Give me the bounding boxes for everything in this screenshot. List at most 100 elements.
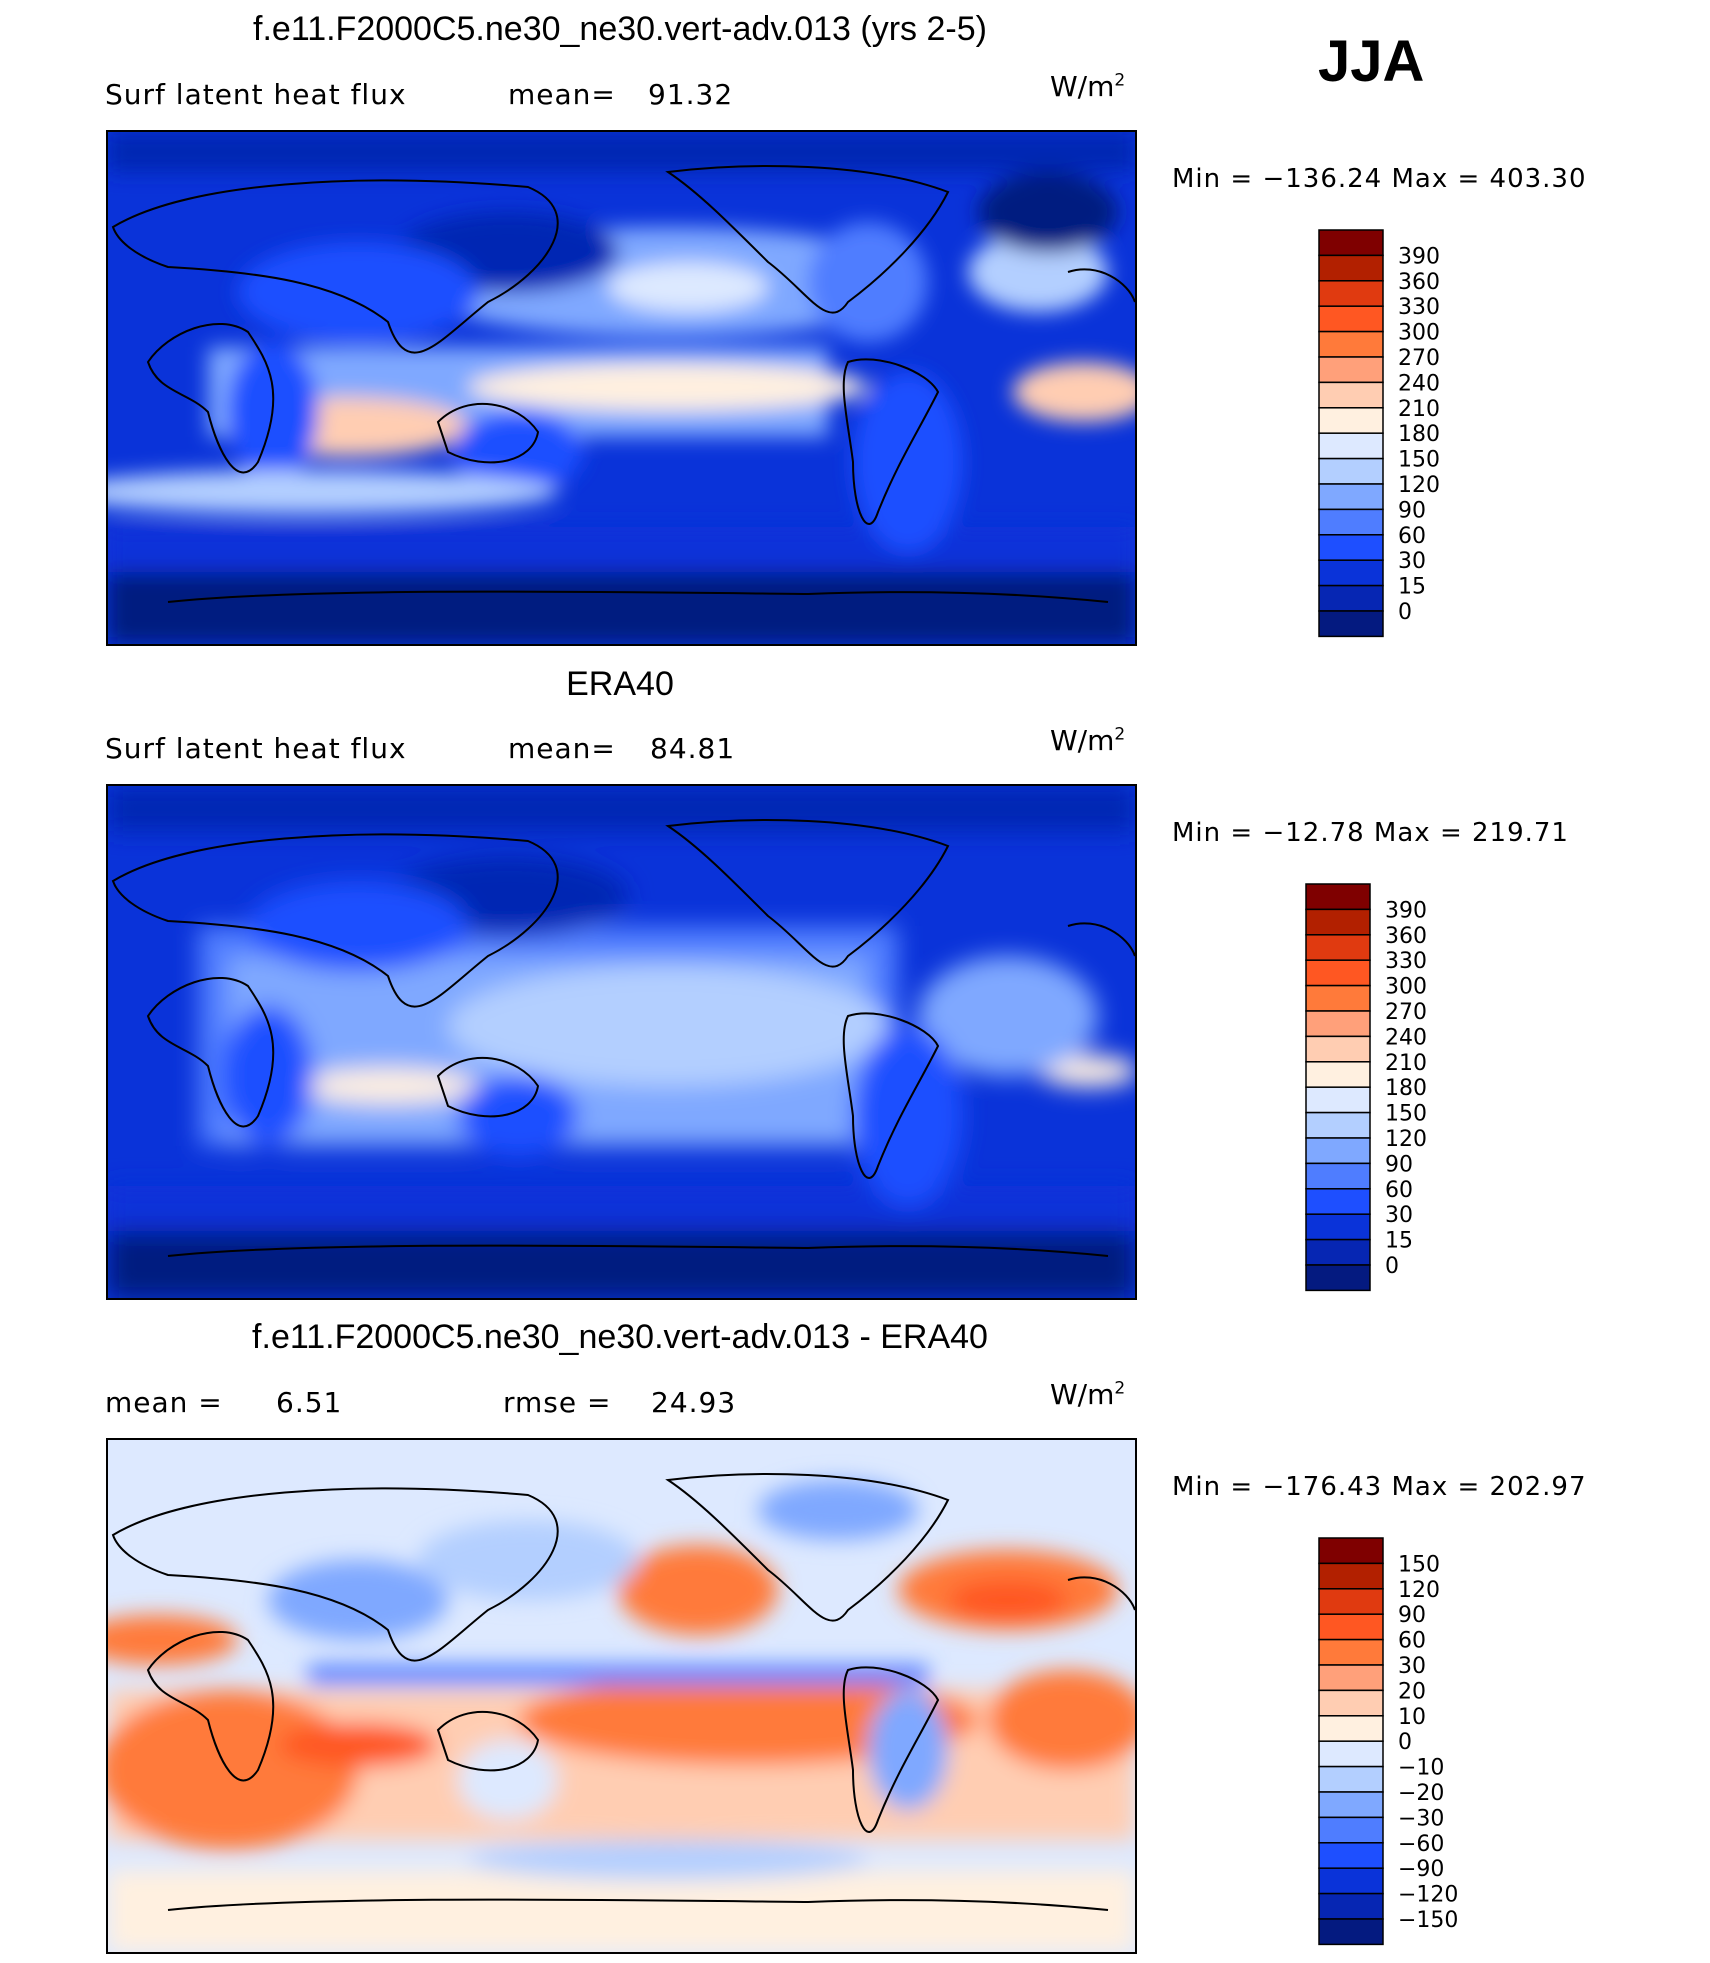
panel2-colorbar-box (1305, 934, 1371, 961)
panel1-mean-label: mean= (508, 78, 616, 111)
panel1-colorbar-box (1318, 610, 1384, 638)
panel2-colorbar: 390 360 330 300 270 240 210 180 150 120 90 60 30 15 0 (1305, 883, 1485, 1293)
panel3-colorbar-label: 120 (1398, 1578, 1440, 1603)
panel3-rmse-label: rmse = (503, 1386, 612, 1419)
panel2-colorbar-label: 0 (1385, 1254, 1399, 1279)
panel1-mean-value: 91.32 (648, 78, 734, 111)
panel3-colorbar-box (1318, 1867, 1384, 1895)
panel1-colorbar-label: 0 (1398, 600, 1412, 625)
panel3-coastlines (111, 1473, 1135, 1911)
panel3-colorbar-label: 0 (1398, 1730, 1412, 1755)
panel3-colorbar-box (1318, 1689, 1384, 1717)
panel1-colorbar-box (1318, 305, 1384, 333)
panel1-colorbar-label: 15 (1398, 575, 1426, 600)
panel3-mean-value: 6.51 (276, 1386, 343, 1419)
panel2-colorbar-box (1305, 1010, 1371, 1038)
panel2-colorbar-label: 300 (1385, 975, 1427, 1000)
panel2-colorbar-label: 360 (1385, 924, 1427, 949)
panel1-colorbar-box (1318, 483, 1384, 511)
panel3-map (106, 1438, 1137, 1954)
panel1-colorbar: 390 360 330 300 270 240 210 180 150 120 90 60 30 15 0 (1318, 229, 1498, 639)
panel1-colorbar-label: 330 (1398, 295, 1440, 320)
panel2-colorbar-box (1305, 883, 1371, 911)
panel2-colorbar-box (1305, 908, 1371, 936)
panel1-colorbar-label: 150 (1398, 448, 1440, 473)
panel3-colorbar-label: −20 (1398, 1781, 1444, 1806)
panel1-units: W/m2 (1050, 70, 1126, 103)
panel3-title: f.e11.F2000C5.ne30_ne30.vert-adv.013 - E… (252, 1318, 988, 1356)
panel2-colorbar-label: 120 (1385, 1127, 1427, 1152)
panel1-colorbar-box (1318, 356, 1384, 384)
panel2-colorbar-box (1305, 1137, 1371, 1165)
panel3-colorbar-box (1318, 1740, 1384, 1768)
panel2-colorbar-box (1305, 1061, 1371, 1088)
panel1-colorbar-box (1318, 254, 1384, 282)
panel2-variable: Surf latent heat flux (105, 732, 407, 765)
panel2-coastlines (111, 819, 1135, 1257)
panel1-colorbar-label: 360 (1398, 270, 1440, 295)
panel3-colorbar-box (1318, 1918, 1384, 1946)
panel3-colorbar-label: 150 (1398, 1552, 1440, 1577)
panel2-colorbar-label: 90 (1385, 1152, 1413, 1177)
panel3-colorbar-box (1318, 1562, 1384, 1590)
panel3-colorbar-box (1318, 1842, 1384, 1869)
panel2-colorbar-box (1305, 959, 1371, 987)
panel3-colorbar-box (1318, 1588, 1384, 1615)
panel2-colorbar-box (1305, 1213, 1371, 1241)
panel2-colorbar-box (1305, 1111, 1371, 1139)
panel3-minmax: Min = −176.43 Max = 202.97 (1172, 1472, 1587, 1502)
panel1-colorbar-box (1318, 432, 1384, 460)
panel2-colorbar-label: 60 (1385, 1178, 1413, 1203)
panel1-minmax: Min = −136.24 Max = 403.30 (1172, 164, 1587, 194)
panel3-mean-label: mean = (105, 1386, 223, 1419)
panel3-colorbar-label: −60 (1398, 1832, 1444, 1857)
panel2-map (106, 784, 1137, 1300)
panel3-colorbar-box (1318, 1791, 1384, 1819)
panel3-colorbar: 150 120 90 60 30 20 10 0 −10 −20 −30 −60 −90 −120 −150 (1318, 1537, 1498, 1947)
panel3-colorbar-box (1318, 1715, 1384, 1742)
panel2-colorbar-box (1305, 1188, 1371, 1215)
panel3-colorbar-box (1318, 1816, 1384, 1844)
panel2-mean-label: mean= (508, 732, 616, 765)
panel2-colorbar-label: 210 (1385, 1051, 1427, 1076)
panel3-colorbar-box (1318, 1613, 1384, 1641)
panel3-colorbar-box (1318, 1537, 1384, 1565)
panel1-colorbar-label: 60 (1398, 524, 1426, 549)
panel3-colorbar-label: 90 (1398, 1603, 1426, 1628)
panel2-colorbar-label: 240 (1385, 1025, 1427, 1050)
panel2-colorbar-label: 180 (1385, 1076, 1427, 1101)
season-label: JJA (1318, 29, 1425, 94)
panel1-colorbar-label: 120 (1398, 473, 1440, 498)
panel1-colorbar-box (1318, 534, 1384, 561)
panel2-colorbar-label: 330 (1385, 949, 1427, 974)
panel3-colorbar-label: −30 (1398, 1806, 1444, 1831)
panel1-colorbar-label: 210 (1398, 397, 1440, 422)
panel1-colorbar-label: 180 (1398, 422, 1440, 447)
panel2-units: W/m2 (1050, 724, 1126, 757)
panel2-minmax: Min = −12.78 Max = 219.71 (1172, 818, 1569, 848)
panel1-colorbar-box (1318, 280, 1384, 307)
panel1-colorbar-label: 240 (1398, 371, 1440, 396)
panel3-colorbar-box (1318, 1765, 1384, 1793)
panel1-map (106, 130, 1137, 646)
panel3-colorbar-label: 10 (1398, 1705, 1426, 1730)
panel2-colorbar-label: 150 (1385, 1102, 1427, 1127)
panel3-colorbar-box (1318, 1638, 1384, 1666)
panel2-mean-value: 84.81 (650, 732, 736, 765)
panel3-colorbar-box (1318, 1664, 1384, 1692)
panel1-colorbar-label: 270 (1398, 346, 1440, 371)
panel1-colorbar-label: 300 (1398, 321, 1440, 346)
panel3-colorbar-label: −150 (1398, 1908, 1458, 1933)
panel1-coastlines (111, 165, 1135, 603)
panel1-colorbar-label: 90 (1398, 498, 1426, 523)
panel3-colorbar-label: 30 (1398, 1654, 1426, 1679)
panel2-colorbar-box (1305, 1264, 1371, 1292)
panel2-colorbar-box (1305, 1162, 1371, 1190)
panel3-colorbar-label: 60 (1398, 1629, 1426, 1654)
panel3-rmse-value: 24.93 (651, 1386, 737, 1419)
panel1-colorbar-box (1318, 407, 1384, 434)
panel2-title: ERA40 (566, 665, 674, 703)
panel3-colorbar-label: −90 (1398, 1857, 1444, 1882)
panel1-colorbar-box (1318, 381, 1384, 409)
panel3-colorbar-box (1318, 1892, 1384, 1920)
